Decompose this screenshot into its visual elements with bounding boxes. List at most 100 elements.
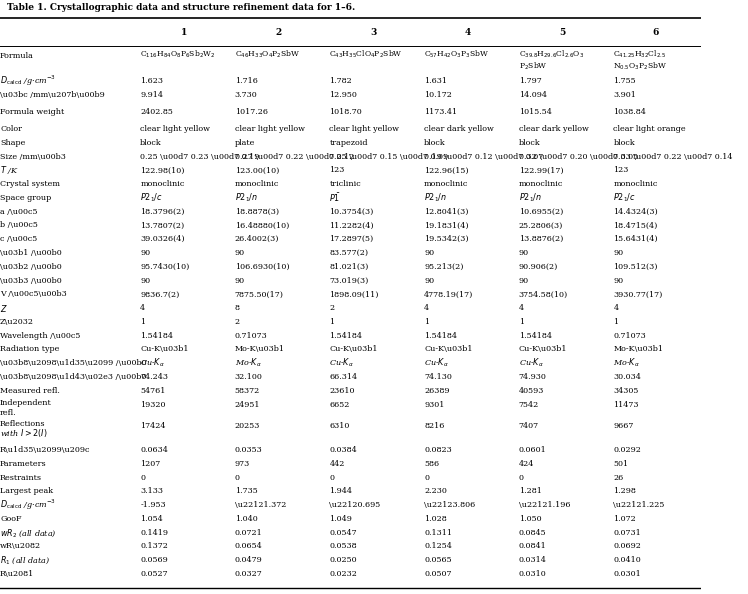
Text: \u03bc /mm\u207b\u00b9: \u03bc /mm\u207b\u00b9 (0, 90, 105, 99)
Text: 10.3754(3): 10.3754(3) (329, 208, 374, 216)
Text: 0.0565: 0.0565 (424, 556, 452, 564)
Text: 90: 90 (235, 249, 245, 257)
Text: -1.953: -1.953 (140, 501, 166, 509)
Text: 1018.70: 1018.70 (329, 108, 362, 116)
Text: 0: 0 (235, 473, 240, 482)
Text: 12.950: 12.950 (329, 90, 358, 99)
Text: Cu-$K_\alpha$: Cu-$K_\alpha$ (424, 357, 449, 369)
Text: Formula weight: Formula weight (0, 108, 64, 116)
Text: 1: 1 (329, 318, 334, 326)
Text: 1.735: 1.735 (235, 487, 257, 495)
Text: 2: 2 (235, 318, 240, 326)
Text: 1.050: 1.050 (518, 515, 542, 523)
Text: 0.0250: 0.0250 (329, 556, 357, 564)
Text: 0.0410: 0.0410 (613, 556, 641, 564)
Text: 1173.41: 1173.41 (424, 108, 457, 116)
Text: $P\bar{1}$: $P\bar{1}$ (329, 191, 341, 204)
Text: 0.0232: 0.0232 (329, 570, 358, 578)
Text: 0.1311: 0.1311 (424, 529, 452, 537)
Text: 0.0547: 0.0547 (329, 529, 357, 537)
Text: 23610: 23610 (329, 387, 355, 395)
Text: 15.6431(4): 15.6431(4) (613, 235, 658, 243)
Text: 19.5342(3): 19.5342(3) (424, 235, 469, 243)
Text: 442: 442 (329, 460, 345, 468)
Text: wR\u2082: wR\u2082 (0, 542, 41, 551)
Text: 4: 4 (465, 27, 471, 37)
Text: R\u1d35\u2099\u209c: R\u1d35\u2099\u209c (0, 446, 91, 454)
Text: 1.716: 1.716 (235, 77, 258, 85)
Text: Mo-$K_\alpha$: Mo-$K_\alpha$ (235, 357, 262, 369)
Text: 0: 0 (518, 473, 524, 482)
Text: 109.512(3): 109.512(3) (613, 263, 657, 271)
Text: 2: 2 (329, 304, 334, 312)
Text: 0: 0 (140, 473, 145, 482)
Text: C$_{116}$H$_{84}$O$_{8}$P$_{6}$Sb$_{2}$W$_{2}$: C$_{116}$H$_{84}$O$_{8}$P$_{6}$Sb$_{2}$W… (140, 49, 216, 61)
Text: 0.1419: 0.1419 (140, 529, 168, 537)
Text: refl.: refl. (0, 409, 16, 416)
Text: 0.25 \u00d7 0.23 \u00d7 0.19: 0.25 \u00d7 0.23 \u00d7 0.19 (140, 153, 260, 160)
Text: $D_\mathrm{calcd}$ /g$\cdot$cm$^{-3}$: $D_\mathrm{calcd}$ /g$\cdot$cm$^{-3}$ (0, 74, 56, 88)
Text: 122.99(17): 122.99(17) (518, 166, 563, 174)
Text: 0.33 \u00d7 0.22 \u00d7 0.14: 0.33 \u00d7 0.22 \u00d7 0.14 (613, 153, 733, 160)
Text: clear light orange: clear light orange (613, 125, 686, 133)
Text: 1.631: 1.631 (424, 77, 447, 85)
Text: 9301: 9301 (424, 401, 444, 409)
Text: 18.4715(4): 18.4715(4) (613, 222, 657, 229)
Text: 3.133: 3.133 (140, 487, 163, 495)
Text: 1.54184: 1.54184 (518, 331, 552, 340)
Text: b /\u00c5: b /\u00c5 (0, 222, 38, 229)
Text: $P2_1/n$: $P2_1/n$ (424, 192, 447, 204)
Text: 5: 5 (560, 27, 565, 37)
Text: 0.0353: 0.0353 (235, 446, 263, 454)
Text: Space group: Space group (0, 194, 52, 202)
Text: 10.6955(2): 10.6955(2) (518, 208, 563, 216)
Text: 18.3796(2): 18.3796(2) (140, 208, 185, 216)
Text: 0.0721: 0.0721 (235, 529, 263, 537)
Text: C$_{46}$H$_{33}$O$_{4}$P$_{2}$SbW: C$_{46}$H$_{33}$O$_{4}$P$_{2}$SbW (235, 49, 301, 61)
Text: 20253: 20253 (235, 422, 260, 430)
Text: 90: 90 (613, 249, 624, 257)
Text: Shape: Shape (0, 139, 25, 147)
Text: V /\u00c5\u00b3: V /\u00c5\u00b3 (0, 290, 67, 298)
Text: Parameters: Parameters (0, 460, 46, 468)
Text: 0.0841: 0.0841 (518, 542, 547, 551)
Text: 1038.84: 1038.84 (613, 108, 646, 116)
Text: 26: 26 (613, 473, 624, 482)
Text: 9.914: 9.914 (140, 90, 163, 99)
Text: Cu-$K_\alpha$: Cu-$K_\alpha$ (329, 357, 355, 369)
Text: 7542: 7542 (518, 401, 539, 409)
Text: 83.577(2): 83.577(2) (329, 249, 369, 257)
Text: 1.755: 1.755 (613, 77, 636, 85)
Text: $P2_1/n$: $P2_1/n$ (518, 192, 542, 204)
Text: 6: 6 (652, 27, 658, 37)
Text: \u03b2 /\u00b0: \u03b2 /\u00b0 (0, 263, 62, 271)
Text: Cu-K\u03b1: Cu-K\u03b1 (518, 346, 567, 353)
Text: 9836.7(2): 9836.7(2) (140, 290, 180, 298)
Text: 106.6930(10): 106.6930(10) (235, 263, 289, 271)
Text: C$_{39.8}$H$_{29.6}$Cl$_{2.6}$O$_{3}$: C$_{39.8}$H$_{29.6}$Cl$_{2.6}$O$_{3}$ (518, 49, 584, 61)
Text: 90: 90 (424, 277, 434, 285)
Text: \u22120.695: \u22120.695 (329, 501, 381, 509)
Text: 1.040: 1.040 (235, 515, 257, 523)
Text: 90.906(2): 90.906(2) (518, 263, 558, 271)
Text: 1207: 1207 (140, 460, 160, 468)
Text: 16.48880(10): 16.48880(10) (235, 222, 289, 229)
Text: 24951: 24951 (235, 401, 260, 409)
Text: \u22121.372: \u22121.372 (235, 501, 286, 509)
Text: 3754.58(10): 3754.58(10) (518, 290, 568, 298)
Text: \u03b3 /\u00b0: \u03b3 /\u00b0 (0, 277, 62, 285)
Text: Cu-K\u03b1: Cu-K\u03b1 (329, 346, 378, 353)
Text: Independent: Independent (0, 399, 52, 407)
Text: 17424: 17424 (140, 422, 166, 430)
Text: 1: 1 (518, 318, 524, 326)
Text: 6310: 6310 (329, 422, 350, 430)
Text: 0.0569: 0.0569 (140, 556, 168, 564)
Text: 1: 1 (181, 27, 187, 37)
Text: 26389: 26389 (424, 387, 450, 395)
Text: 0.0327: 0.0327 (235, 570, 263, 578)
Text: 424: 424 (518, 460, 534, 468)
Text: 1898.09(11): 1898.09(11) (329, 290, 379, 298)
Text: monoclinic: monoclinic (424, 180, 468, 188)
Text: 3930.77(17): 3930.77(17) (613, 290, 663, 298)
Text: $wR_2$ (all data): $wR_2$ (all data) (0, 527, 57, 539)
